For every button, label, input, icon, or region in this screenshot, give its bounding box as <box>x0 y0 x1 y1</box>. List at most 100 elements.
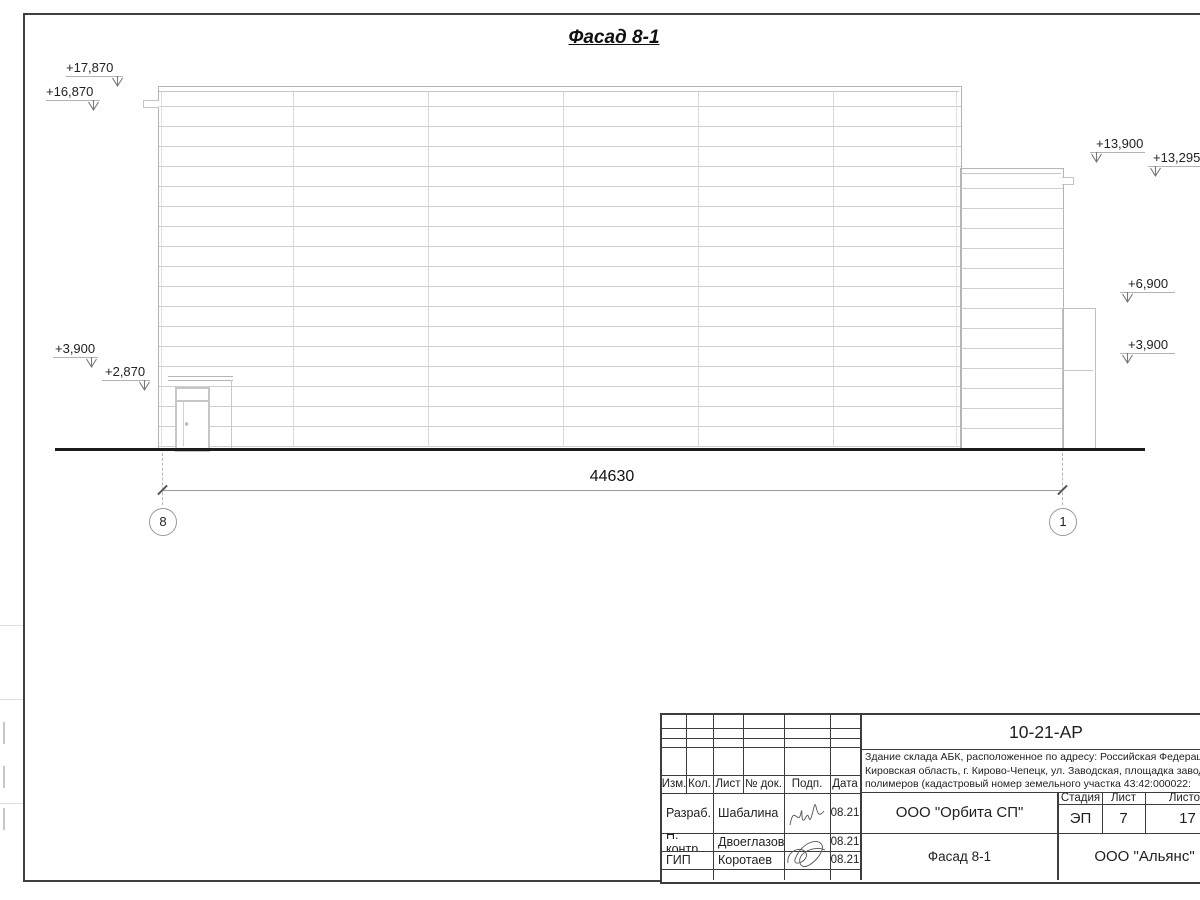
stamp-line <box>1102 792 1103 833</box>
signature-icon <box>787 804 826 867</box>
elevation-mark-shelf <box>1120 292 1175 293</box>
elevation-arrow-icon <box>1150 166 1161 178</box>
annex-canopy-line <box>1063 370 1093 371</box>
sheets-label: Листов <box>1168 792 1200 804</box>
elevation-arrow-icon <box>139 380 150 392</box>
stamp-role: Разраб. <box>666 806 712 820</box>
elevation-mark-shelf <box>102 380 150 381</box>
elevation-mark-shelf <box>1090 152 1145 153</box>
stamp-line <box>860 749 1200 750</box>
dimension-line <box>162 490 1062 491</box>
facade-right-block <box>960 168 1064 449</box>
elevation-mark-label: +17,870 <box>66 60 114 75</box>
margin-divider <box>0 803 23 804</box>
sheets-total: 17 <box>1179 810 1196 827</box>
parapet-cap-line <box>159 91 959 92</box>
stamp-date: 08.21 <box>830 854 860 866</box>
door-leaf-line <box>183 402 184 446</box>
elevation-arrow-icon <box>1091 152 1102 164</box>
facade-main-block <box>158 86 962 449</box>
sheet-frame <box>23 13 1200 882</box>
stamp-line <box>662 793 860 794</box>
extension-line <box>162 453 163 505</box>
gutter-tab-right <box>1062 177 1074 185</box>
stamp-line <box>662 851 860 852</box>
stamp-line <box>860 792 1200 793</box>
sheet-number: 7 <box>1119 810 1128 827</box>
stamp-line <box>830 715 831 880</box>
panel-joint <box>833 92 834 447</box>
elevation-arrow-icon <box>1122 353 1133 365</box>
margin-label-mark <box>3 808 5 830</box>
elevation-mark-label: +2,870 <box>105 364 146 379</box>
stamp-line <box>662 728 860 729</box>
stamp-line <box>662 833 860 834</box>
stamp-line <box>860 833 1200 834</box>
elevation-mark-shelf <box>66 76 123 77</box>
stamp-line <box>860 715 862 880</box>
stamp-name: Шабалина <box>718 806 779 820</box>
dimension-value: 44630 <box>589 468 635 485</box>
stamp-line <box>662 775 860 776</box>
stamp-line <box>662 747 860 748</box>
stamp-col-list: Лист <box>715 778 741 790</box>
panel-joint <box>293 92 294 447</box>
elevation-mark-shelf <box>46 100 100 101</box>
stamp-line <box>662 738 860 739</box>
axis-bubble: 1 <box>1049 508 1077 536</box>
elevation-arrow-icon <box>86 357 97 369</box>
elevation-mark-shelf <box>53 357 98 358</box>
stamp-col-data: Дата <box>832 778 858 790</box>
sheet-label: Лист <box>1111 792 1136 804</box>
elevation-arrow-icon <box>88 100 99 112</box>
margin-divider <box>0 699 23 700</box>
margin-label-mark <box>3 766 5 788</box>
panel-joint <box>698 92 699 447</box>
elevation-mark-label: +6,900 <box>1128 276 1169 291</box>
contractor-name: ООО "Альянс" <box>1094 848 1195 865</box>
elevation-mark-label: +13,900 <box>1096 136 1144 151</box>
stamp-role: ГИП <box>666 853 691 867</box>
elevation-arrow-icon <box>1122 292 1133 304</box>
elevation-arrow-icon <box>112 76 123 88</box>
stamp-line <box>1057 792 1059 880</box>
parapet-cap-line <box>961 173 1061 174</box>
annex-block <box>1062 308 1096 449</box>
doc-number: 10-21-АР <box>1009 721 1083 742</box>
stamp-col-kol: Кол. <box>688 778 711 790</box>
company-name: ООО "Орбита СП" <box>895 804 1024 821</box>
door-transom <box>177 389 208 402</box>
elevation-mark-label: +3,900 <box>55 341 96 356</box>
gutter-tab-left <box>143 100 159 108</box>
stamp-name: Двоеглазов <box>718 835 784 849</box>
stamp-date: 08.21 <box>830 807 860 819</box>
project-description-line: полимеров (кадастровый номер земельного … <box>865 778 1191 790</box>
stamp-role: Н. контр. <box>666 833 702 851</box>
panel-joint <box>563 92 564 447</box>
stamp-date: 08.21 <box>830 836 860 848</box>
stamp-line <box>686 715 687 793</box>
entrance-portal-line <box>231 380 232 448</box>
elevation-mark-label: +3,900 <box>1128 337 1169 352</box>
entrance-door <box>175 387 210 452</box>
stamp-line <box>743 715 744 793</box>
stamp-name: Коротаев <box>718 853 772 867</box>
ground-line <box>55 448 1145 451</box>
wall-edge-line <box>161 92 162 447</box>
project-description-line: Кировская область, г. Кирово-Чепецк, ул.… <box>865 764 1200 777</box>
project-description: Здание склада АБК, расположенное по адре… <box>865 751 1200 792</box>
stamp-col-izm: Изм. <box>662 778 686 790</box>
elevation-mark-shelf <box>1148 166 1200 167</box>
drawing-title: Фасад 8-1 <box>568 27 660 48</box>
axis-bubble: 8 <box>149 508 177 536</box>
stamp-line <box>784 715 785 880</box>
extension-line <box>1062 453 1063 505</box>
stamp-col-podp: Подп. <box>791 778 823 790</box>
wall-edge-line <box>956 92 957 447</box>
margin-divider <box>0 625 23 626</box>
title-block: Изм. Кол. Лист № док. Подп. Дата Разраб.… <box>660 713 1200 884</box>
stamp-line <box>1145 792 1146 833</box>
margin-label-mark <box>3 722 5 744</box>
panel-joint <box>428 92 429 447</box>
